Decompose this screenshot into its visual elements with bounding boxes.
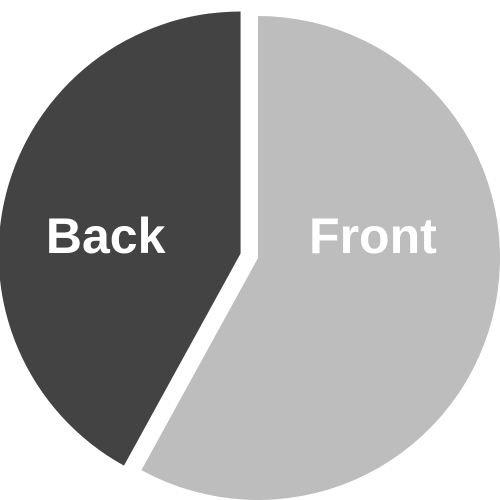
pie-slice-back <box>0 11 241 466</box>
pie-label-front: Front <box>309 208 437 264</box>
pie-label-back: Back <box>46 208 166 264</box>
pie-slice-front <box>141 16 500 500</box>
